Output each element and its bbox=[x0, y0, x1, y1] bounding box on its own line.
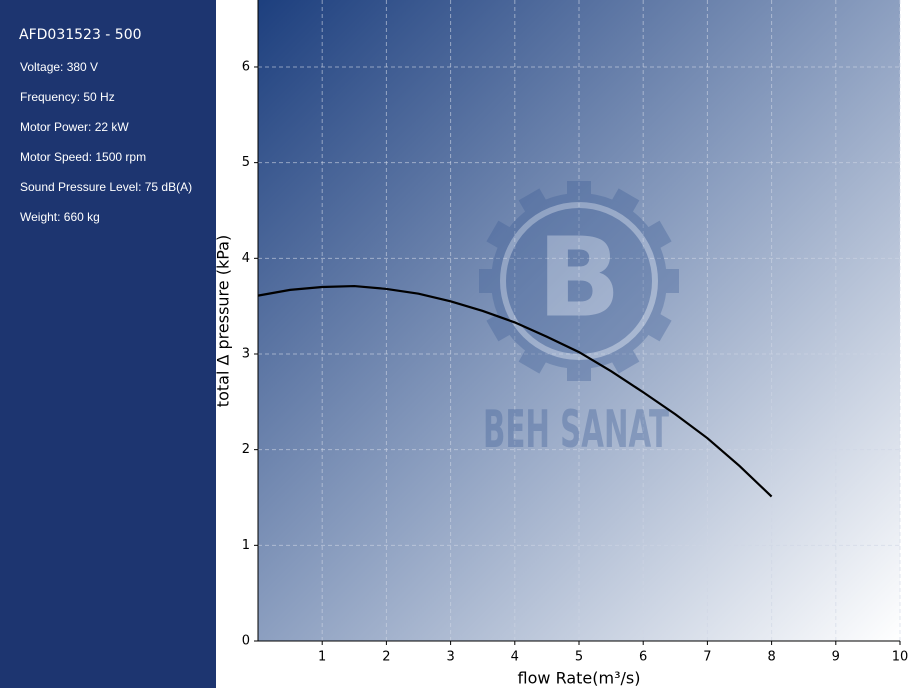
watermark-text: BEH SANAT bbox=[483, 400, 669, 460]
logo-tooth bbox=[642, 220, 672, 252]
x-tick-label: 2 bbox=[382, 650, 390, 665]
logo-tooth bbox=[567, 181, 591, 201]
x-tick-label: 10 bbox=[892, 650, 908, 665]
logo-tooth bbox=[608, 188, 640, 218]
y-tick-label: 4 bbox=[242, 251, 250, 266]
y-tick-label: 6 bbox=[242, 59, 250, 74]
model-title: AFD031523 - 500 bbox=[19, 27, 142, 43]
logo-ring bbox=[500, 202, 658, 360]
x-tick-label: 1 bbox=[318, 650, 326, 665]
logo-tooth bbox=[659, 269, 679, 293]
x-tick-label: 9 bbox=[832, 650, 840, 665]
watermark-logo: B BEH SANAT bbox=[479, 181, 679, 460]
y-tick-label: 2 bbox=[242, 442, 250, 457]
logo-tooth bbox=[608, 344, 640, 374]
logo-tooth bbox=[567, 361, 591, 381]
logo-tooth bbox=[518, 188, 550, 218]
x-tick-label: 5 bbox=[575, 650, 583, 665]
logo-tooth bbox=[518, 344, 550, 374]
spec: Frequency: 50 Hz bbox=[20, 90, 115, 104]
x-tick-label: 6 bbox=[639, 650, 647, 665]
x-axis-label: flow Rate(m³/s) bbox=[518, 669, 641, 688]
logo-tooth bbox=[479, 269, 499, 293]
y-axis-label: total Δ pressure (kPa) bbox=[214, 235, 233, 407]
y-tick-label: 0 bbox=[242, 634, 250, 649]
spec: Voltage: 380 V bbox=[20, 60, 99, 74]
spec: Motor Speed: 1500 rpm bbox=[20, 150, 147, 164]
y-tick-label: 3 bbox=[242, 346, 250, 361]
x-tick-label: 4 bbox=[511, 650, 519, 665]
y-tick-label: 1 bbox=[242, 538, 250, 553]
spec: Motor Power: 22 kW bbox=[20, 120, 129, 134]
x-tick-label: 7 bbox=[703, 650, 711, 665]
x-tick-label: 8 bbox=[767, 650, 775, 665]
y-tick-label: 5 bbox=[242, 155, 250, 170]
logo-tooth bbox=[486, 310, 516, 342]
logo-letter: B bbox=[537, 213, 621, 341]
sidebar: AFD031523 - 500 Voltage: 380 V Frequency:… bbox=[0, 0, 216, 688]
logo-tooth bbox=[642, 310, 672, 342]
spec: Sound Pressure Level: 75 dB(A) bbox=[20, 180, 193, 194]
logo-gear bbox=[491, 193, 667, 369]
logo-tooth bbox=[486, 220, 516, 252]
x-tick-label: 3 bbox=[446, 650, 454, 665]
line-series bbox=[257, 284, 773, 498]
spec: Weight: 660 kg bbox=[20, 210, 100, 224]
